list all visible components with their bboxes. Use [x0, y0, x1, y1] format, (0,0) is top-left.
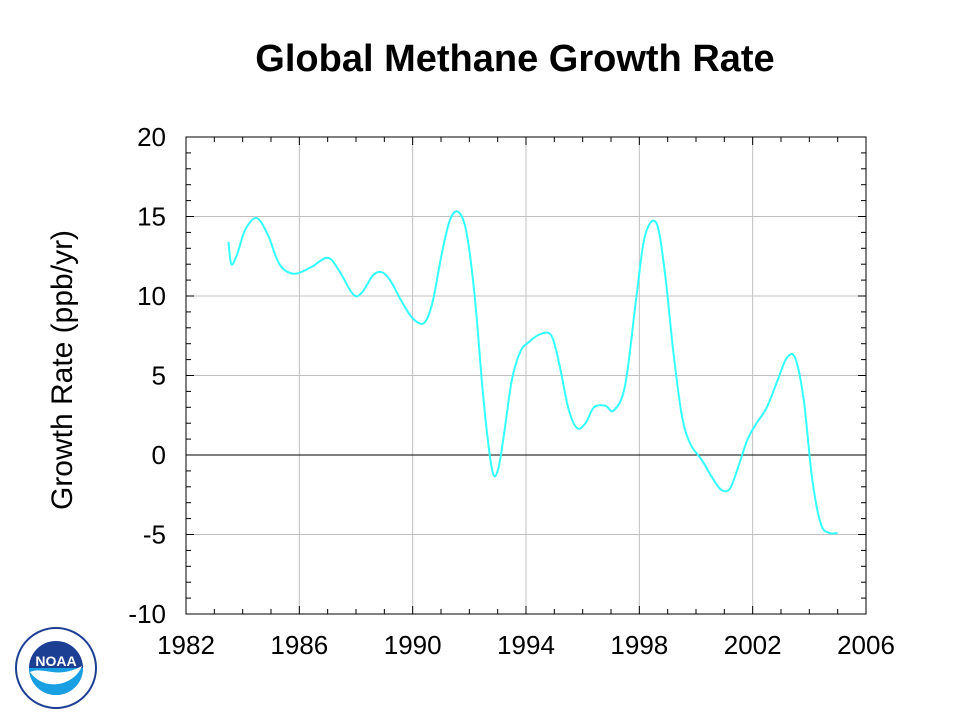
x-tick-labels: 1982 1986 1990 1994 1998 2002 2006 [157, 630, 895, 660]
y-tick-label: 20 [137, 122, 166, 152]
seagull-icon [30, 666, 82, 685]
x-tick-label: 1994 [497, 630, 555, 660]
x-tick-label: 2006 [837, 630, 895, 660]
chart-title: Global Methane Growth Rate [255, 38, 775, 80]
grid-lines [186, 137, 866, 614]
y-tick-label: -5 [143, 520, 166, 550]
x-tick-label: 1998 [610, 630, 668, 660]
noaa-logo: NOAA [15, 627, 97, 709]
axis-ticks [185, 136, 867, 615]
series-line [227, 210, 838, 535]
y-tick-labels: 20 15 10 5 0 -5 -10 [128, 122, 166, 629]
x-tick-label: 1986 [270, 630, 328, 660]
y-tick-label: -10 [128, 599, 166, 629]
x-tick-label: 1982 [157, 630, 215, 660]
logo-text: NOAA [35, 653, 76, 669]
x-tick-label: 2002 [724, 630, 782, 660]
y-tick-label: 15 [137, 202, 166, 232]
y-tick-label: 10 [137, 281, 166, 311]
y-tick-label: 5 [152, 361, 166, 391]
x-tick-label: 1990 [384, 630, 442, 660]
y-tick-label: 0 [152, 440, 166, 470]
